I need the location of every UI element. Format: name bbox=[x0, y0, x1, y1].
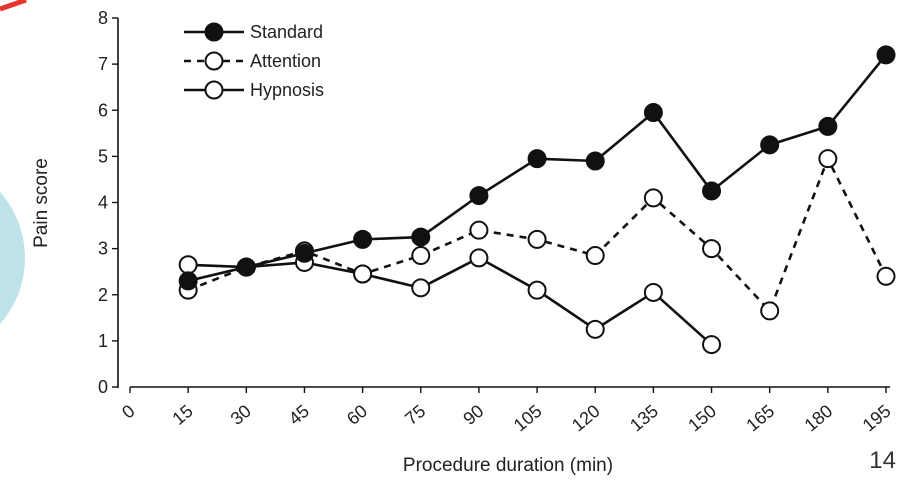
data-point-hypnosis bbox=[178, 255, 198, 275]
legend-marker-hypnosis bbox=[204, 80, 224, 100]
data-point-standard bbox=[876, 45, 896, 65]
y-tick-label: 0 bbox=[98, 377, 108, 397]
x-tick-label: 105 bbox=[510, 401, 546, 436]
y-tick-label: 1 bbox=[98, 331, 108, 351]
legend-label-standard: Standard bbox=[250, 22, 323, 42]
data-point-attention bbox=[469, 220, 489, 240]
series-line-hypnosis bbox=[188, 256, 713, 346]
x-tick-label: 30 bbox=[227, 401, 255, 429]
data-point-standard bbox=[178, 271, 198, 291]
data-point-attention bbox=[411, 246, 431, 266]
data-point-attention bbox=[643, 188, 663, 208]
x-tick-label: 60 bbox=[343, 401, 371, 429]
data-point-hypnosis bbox=[702, 335, 722, 355]
x-tick-label: 0 bbox=[118, 401, 139, 423]
data-point-standard bbox=[353, 229, 373, 249]
data-point-hypnosis bbox=[411, 278, 431, 298]
data-point-attention bbox=[818, 149, 838, 169]
data-point-standard bbox=[760, 135, 780, 155]
x-tick-label: 90 bbox=[459, 401, 487, 429]
x-tick-label: 15 bbox=[169, 401, 197, 429]
data-point-hypnosis bbox=[527, 280, 547, 300]
legend-marker-standard bbox=[204, 22, 224, 42]
x-tick-label: 75 bbox=[401, 401, 429, 429]
data-point-standard bbox=[702, 181, 722, 201]
legend-label-hypnosis: Hypnosis bbox=[250, 80, 324, 100]
x-tick-label: 135 bbox=[626, 401, 662, 436]
x-tick-label: 165 bbox=[742, 401, 778, 436]
data-point-hypnosis bbox=[353, 264, 373, 284]
x-tick-label: 195 bbox=[859, 401, 895, 436]
y-tick-label: 3 bbox=[98, 239, 108, 259]
data-point-hypnosis bbox=[585, 319, 605, 339]
y-tick-label: 2 bbox=[98, 285, 108, 305]
teal-circle bbox=[0, 191, 25, 325]
data-point-attention bbox=[702, 239, 722, 259]
data-point-hypnosis bbox=[643, 282, 663, 302]
data-point-attention bbox=[760, 301, 780, 321]
data-point-standard bbox=[294, 243, 314, 263]
x-tick-label: 150 bbox=[684, 401, 720, 436]
legend-marker-attention bbox=[204, 51, 224, 71]
data-point-standard bbox=[818, 116, 838, 136]
data-point-hypnosis bbox=[469, 248, 489, 268]
y-tick-label: 8 bbox=[98, 8, 108, 28]
legend-label-attention: Attention bbox=[250, 51, 321, 71]
page-number: 14 bbox=[869, 447, 896, 474]
data-point-standard bbox=[236, 257, 256, 277]
data-point-attention bbox=[527, 229, 547, 249]
x-axis-label: Procedure duration (min) bbox=[403, 455, 613, 476]
y-tick-label: 5 bbox=[98, 146, 108, 166]
data-point-standard bbox=[585, 151, 605, 171]
x-tick-label: 120 bbox=[568, 401, 604, 436]
data-point-attention bbox=[876, 266, 896, 286]
y-tick-label: 4 bbox=[98, 193, 108, 213]
x-tick-label: 180 bbox=[801, 401, 837, 436]
data-point-standard bbox=[411, 227, 431, 247]
y-tick-label: 7 bbox=[98, 54, 108, 74]
data-point-standard bbox=[527, 149, 547, 169]
x-tick-label: 45 bbox=[285, 401, 313, 429]
y-axis-label: Pain score bbox=[31, 158, 52, 248]
y-tick-label: 6 bbox=[98, 100, 108, 120]
data-point-standard bbox=[469, 186, 489, 206]
data-point-standard bbox=[643, 103, 663, 123]
data-point-attention bbox=[585, 246, 605, 266]
red-accent-line bbox=[0, 0, 27, 12]
